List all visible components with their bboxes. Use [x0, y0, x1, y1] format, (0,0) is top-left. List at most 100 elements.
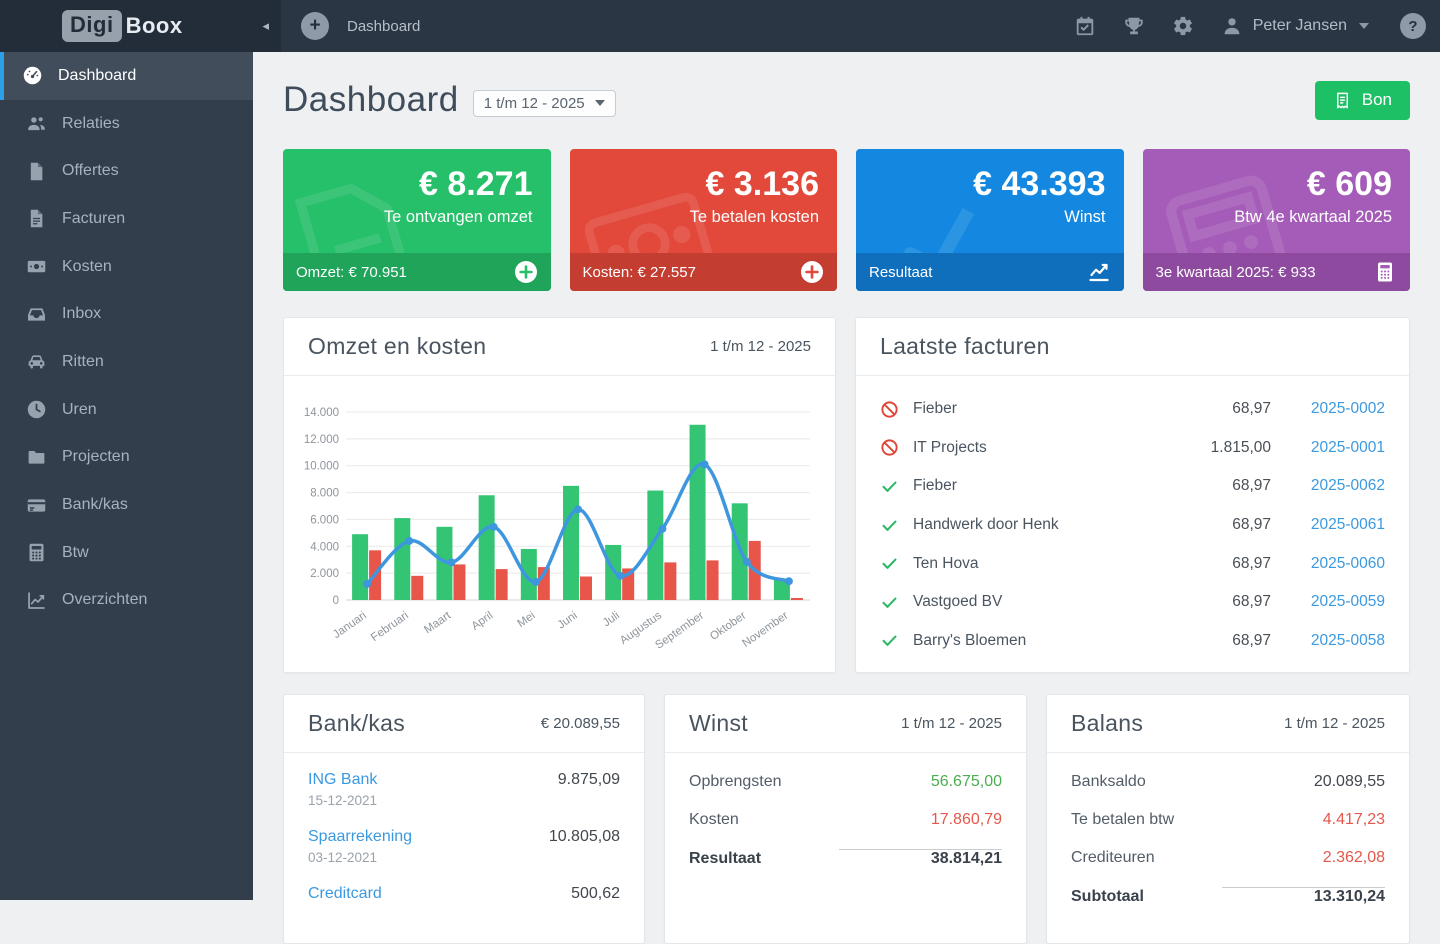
sidebar-item-label: Projecten: [62, 448, 130, 466]
sidebar-item-label: Facturen: [62, 209, 126, 227]
invoice-customer: Vastgoed BV: [913, 593, 1003, 611]
invoice-number-link[interactable]: 2025-0060: [1310, 554, 1385, 572]
bon-button[interactable]: Bon: [1314, 80, 1410, 120]
sidebar-item-label: Offertes: [62, 162, 119, 180]
calc-white-icon[interactable]: [1373, 260, 1397, 284]
stat-card-omzet[interactable]: € 8.271 Te ontvangen omzet Omzet: € 70.951: [283, 149, 551, 291]
sidebar-item-facturen[interactable]: Facturen: [0, 195, 253, 243]
money-icon: [26, 256, 47, 277]
invoice-customer: Handwerk door Henk: [913, 516, 1059, 534]
plus-circle-icon[interactable]: [514, 260, 538, 284]
sidebar-item-offertes[interactable]: Offertes: [0, 147, 253, 195]
invoice-number-link[interactable]: 2025-0062: [1310, 477, 1385, 495]
svg-text:0: 0: [333, 595, 339, 607]
calendar-check-icon[interactable]: [1074, 15, 1096, 37]
bank-kas-header: Bank/kas € 20.089,55: [284, 695, 644, 753]
summary-value: 2.362,08: [1322, 849, 1385, 866]
stat-amount: € 43.393: [973, 165, 1106, 203]
sidebar-item-kosten[interactable]: Kosten: [0, 243, 253, 291]
stat-card-winst[interactable]: € 43.393 Winst Resultaat: [856, 149, 1124, 291]
invoice-amount: 68,97: [1232, 400, 1271, 418]
add-button[interactable]: +: [301, 12, 329, 40]
invoice-number-link[interactable]: 2025-0001: [1310, 438, 1385, 456]
sidebar-item-uren[interactable]: Uren: [0, 386, 253, 434]
summary-divider: [1221, 887, 1385, 888]
stat-card-btw[interactable]: € 609 Btw 4e kwartaal 2025 3e kwartaal 202…: [1142, 149, 1410, 291]
sidebar-item-ritten[interactable]: Ritten: [0, 338, 253, 386]
sidebar-item-bankkas[interactable]: Bank/kas: [0, 481, 253, 529]
summary-row: Te betalen btw 4.417,23: [1071, 811, 1385, 849]
balans-period: 1 t/m 12 - 2025: [1284, 715, 1385, 732]
invoice-customer: Fieber: [913, 477, 957, 495]
chevron-down-icon: [594, 100, 605, 106]
period-dropdown[interactable]: 1 t/m 12 - 2025: [472, 89, 616, 117]
user-menu[interactable]: Peter Jansen: [1221, 15, 1369, 37]
stat-cards: € 8.271 Te ontvangen omzet Omzet: € 70.951…: [283, 149, 1410, 291]
invoice-number-link[interactable]: 2025-0059: [1310, 593, 1385, 611]
sidebar-item-relaties[interactable]: Relaties: [0, 100, 253, 148]
chart-icon: [26, 590, 47, 611]
sidebar-item-projecten[interactable]: Projecten: [0, 434, 253, 482]
gear-icon[interactable]: [1172, 15, 1194, 37]
file-text-icon: [26, 208, 47, 229]
invoice-customer: Barry's Bloemen: [913, 631, 1027, 649]
main-content: Dashboard 1 t/m 12 - 2025 Bon € 8.271 Te …: [253, 52, 1440, 944]
balans-header: Balans 1 t/m 12 - 2025: [1047, 695, 1409, 753]
summary-value: 56.675,00: [930, 773, 1002, 790]
sidebar-item-inbox[interactable]: Inbox: [0, 290, 253, 338]
summary-label: Kosten: [689, 811, 739, 828]
svg-text:Juli: Juli: [601, 610, 622, 630]
stat-card-kosten[interactable]: € 3.136 Te betalen kosten Kosten: € 27.557: [569, 149, 837, 291]
bank-account-row: ING Bank 9.875,09 15-12-2021: [308, 771, 620, 808]
winst-panel: Winst 1 t/m 12 - 2025 Opbrengsten 56.675,…: [664, 694, 1027, 944]
sidebar-item-label: Ritten: [62, 352, 104, 370]
sidebar-item-overzichten[interactable]: Overzichten: [0, 577, 253, 625]
stat-amount: € 609: [1306, 165, 1392, 203]
summary-value: 38.814,21: [930, 850, 1002, 867]
chart-line-icon[interactable]: [1087, 260, 1111, 284]
summary-label: Crediteuren: [1071, 849, 1155, 866]
sidebar-item-label: Dashboard: [58, 66, 137, 84]
summary-label: Resultaat: [689, 850, 762, 867]
invoice-number-link[interactable]: 2025-0061: [1310, 516, 1385, 534]
svg-text:14.000: 14.000: [304, 407, 339, 419]
bank-account-list: ING Bank 9.875,09 15-12-2021 Spaarrekening 1…: [284, 753, 644, 903]
invoice-customer: Ten Hova: [913, 554, 979, 572]
svg-text:10.000: 10.000: [304, 461, 339, 473]
plus-circle-icon[interactable]: [800, 260, 824, 284]
balans-rows: Banksaldo 20.089,55 Te betalen btw 4.417,23…: [1047, 753, 1409, 926]
car-icon: [26, 351, 47, 372]
summary-row: Kosten 17.860,79: [689, 811, 1002, 849]
svg-text:2.000: 2.000: [310, 568, 339, 580]
bank-account-link[interactable]: ING Bank: [308, 771, 378, 788]
sidebar-item-dashboard[interactable]: Dashboard: [0, 52, 253, 100]
breadcrumb: Dashboard: [347, 17, 421, 35]
stat-footer-text: Omzet: € 70.951: [296, 263, 407, 281]
svg-text:Maart: Maart: [422, 609, 454, 636]
no-entry-icon: [880, 400, 899, 419]
winst-period: 1 t/m 12 - 2025: [901, 715, 1002, 732]
stat-footer-text: Resultaat: [869, 263, 933, 281]
folder-icon: [26, 447, 47, 468]
balans-title: Balans: [1071, 710, 1144, 736]
help-button[interactable]: ?: [1400, 13, 1426, 39]
stat-footer-text: Kosten: € 27.557: [582, 263, 696, 281]
sidebar-item-label: Bank/kas: [62, 496, 128, 514]
stat-card-footer: Omzet: € 70.951: [283, 253, 551, 291]
sidebar-item-btw[interactable]: Btw: [0, 529, 253, 577]
user-icon: [1221, 15, 1243, 37]
bank-account-link[interactable]: Spaarrekening: [308, 828, 413, 845]
omzet-kosten-panel-header: Omzet en kosten 1 t/m 12 - 2025: [284, 318, 835, 376]
svg-text:Januari: Januari: [331, 610, 369, 641]
invoice-number-link[interactable]: 2025-0002: [1310, 400, 1385, 418]
logo[interactable]: Digi Boox: [62, 10, 183, 42]
trophy-icon[interactable]: [1123, 15, 1145, 37]
bank-account-link[interactable]: Creditcard: [308, 885, 382, 902]
invoice-customer: Fieber: [913, 400, 957, 418]
invoice-number-link[interactable]: 2025-0058: [1310, 631, 1385, 649]
invoice-amount: 68,97: [1232, 554, 1271, 572]
sidebar-collapse-icon[interactable]: ◂: [262, 18, 269, 33]
user-name: Peter Jansen: [1252, 17, 1347, 34]
summary-divider: [839, 849, 1002, 850]
logo-digi: Digi: [62, 10, 122, 42]
